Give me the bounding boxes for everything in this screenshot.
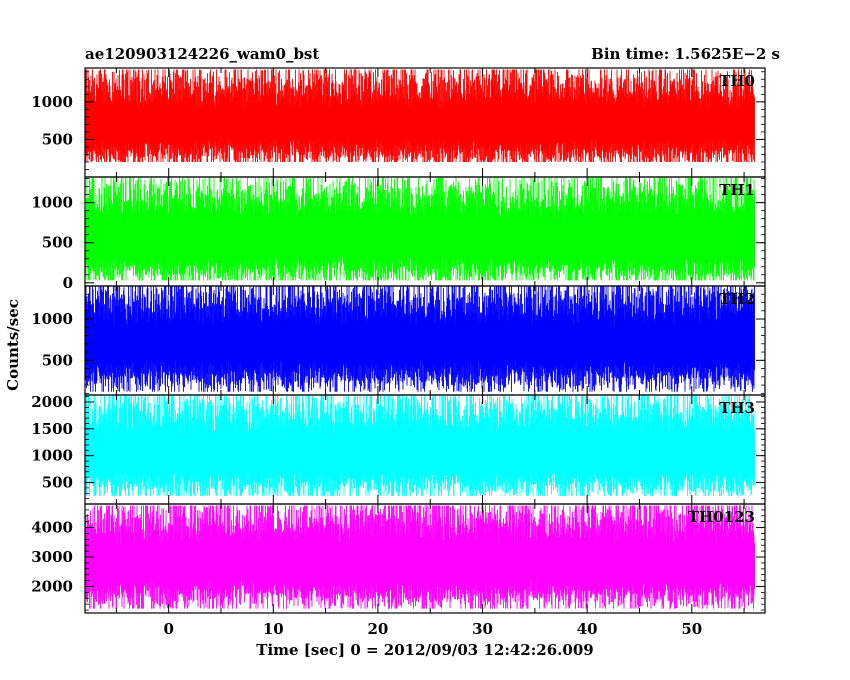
series-line-th3 [84,395,755,496]
series-label-th0: TH0 [719,72,755,90]
panel-th1: 0 500 1000 TH1 [31,176,766,292]
x-tick-labels: 0 10 20 30 40 50 [163,620,702,638]
y-tick-label: 1000 [31,194,73,212]
y-tick-label: 1000 [31,310,73,328]
y-tick-label: 2000 [31,393,73,411]
y-tick-label: 1500 [31,420,73,438]
x-tick-label: 0 [163,620,173,638]
panel-th0: 500 1000 TH0 [31,67,766,178]
bin-time-label: Bin time: 1.5625E−2 s [591,45,780,63]
series-line-th2 [84,286,755,392]
series-line-th0123 [84,505,755,609]
panel-th0123: 2000 3000 4000 TH0123 [31,503,766,614]
y-tick-label: 500 [42,130,73,148]
y-tick-label: 0 [63,274,73,292]
series-label-th3: TH3 [719,399,755,417]
y-tick-label: 500 [42,474,73,492]
panel-frame [84,503,766,614]
y-tick-label: 2000 [31,577,73,595]
panels-group: 500 1000 TH0 0 500 1000 TH1 500 1000 TH2 500 1000 15… [31,67,766,614]
y-tick-label: 3000 [31,548,73,566]
y-axis-label: Counts/sec [4,299,22,391]
x-axis-label: Time [sec] 0 = 2012/09/03 12:42:26.009 [256,641,593,659]
panel-th3: 500 1000 1500 2000 TH3 [31,393,766,505]
series-label-th0123: TH0123 [688,508,755,526]
x-tick-label: 10 [263,620,284,638]
y-tick-label: 4000 [31,519,73,537]
series-line-th0 [84,69,755,162]
series-label-th2: TH2 [719,290,755,308]
x-tick-label: 30 [472,620,493,638]
y-tick-label: 1000 [31,447,73,465]
chart-title: ae120903124226_wam0_bst [85,45,319,63]
x-tick-label: 50 [681,620,702,638]
x-tick-label: 40 [577,620,598,638]
x-tick-label: 20 [367,620,388,638]
series-label-th1: TH1 [719,181,755,199]
panel-th2: 500 1000 TH2 [31,285,766,396]
y-tick-label: 500 [42,234,73,252]
y-tick-label: 1000 [31,93,73,111]
series-line-th1 [84,177,755,281]
y-tick-label: 500 [42,351,73,369]
